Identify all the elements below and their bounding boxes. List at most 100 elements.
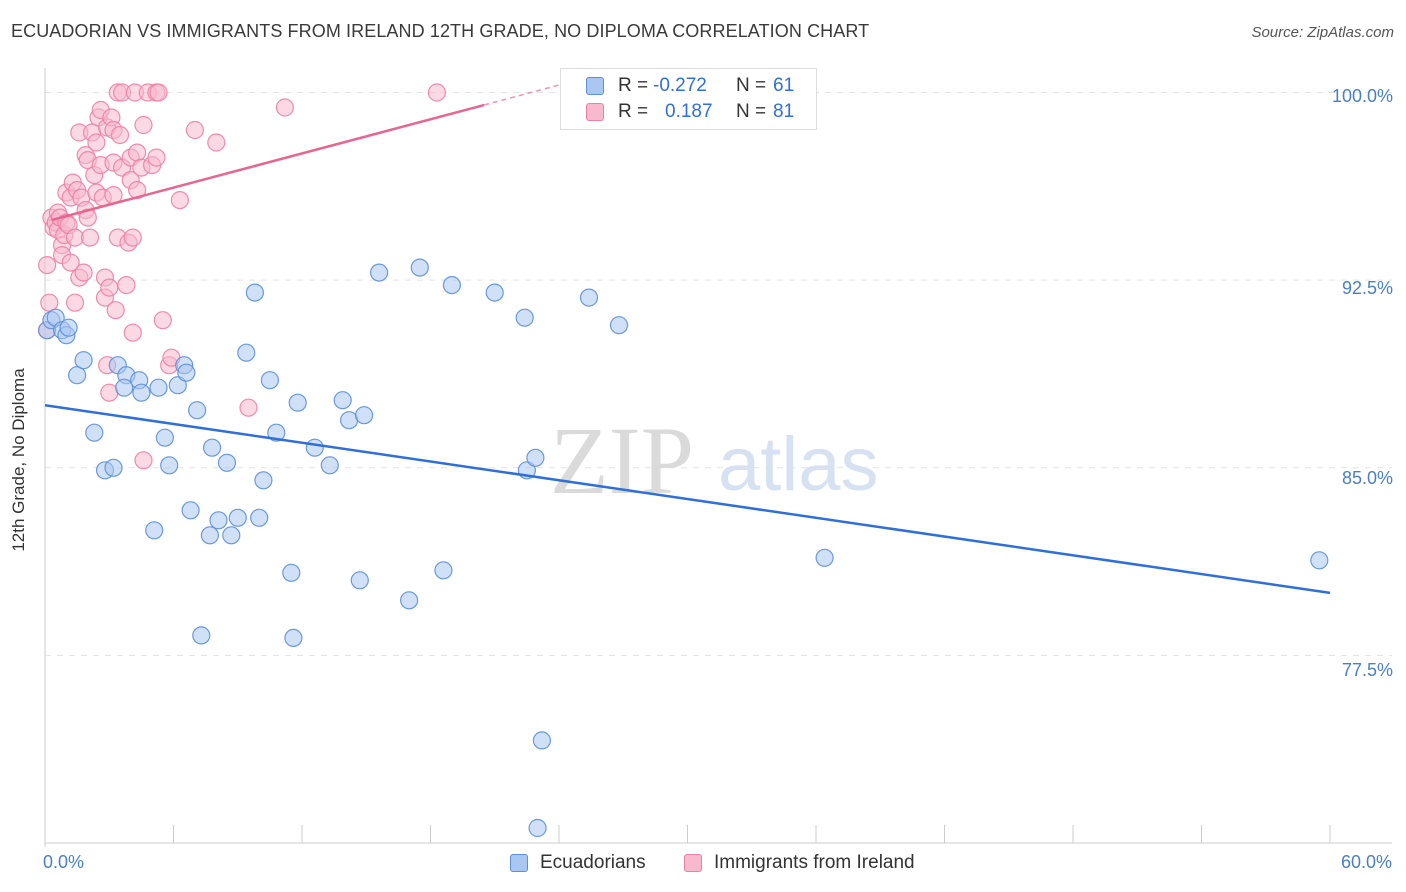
ecuadorian-point xyxy=(410,258,429,277)
y-tick-label: 100.0% xyxy=(1331,86,1393,106)
x-tick-label: 60.0% xyxy=(1340,852,1392,872)
ecuadorian-point xyxy=(579,288,599,307)
ecuadorian-point xyxy=(485,283,504,302)
ecuadorian-point xyxy=(67,366,87,385)
ecuadorian-point xyxy=(288,393,307,412)
ecuadorian-point xyxy=(155,428,174,447)
ireland-trend-extension xyxy=(483,84,560,106)
legend-r-label: R = xyxy=(618,75,649,96)
ireland-point xyxy=(123,323,142,342)
ecuadorian-point xyxy=(350,571,369,590)
ecuadorian-point xyxy=(532,731,552,750)
ireland-point xyxy=(65,293,85,312)
ecuadorian-point xyxy=(222,526,241,545)
ireland-point xyxy=(128,143,147,162)
ireland-point xyxy=(275,98,294,117)
ecuadorian-point xyxy=(260,371,279,390)
bottom-legend-swatch-pink xyxy=(684,854,702,872)
ireland-point xyxy=(100,278,119,297)
ecuadorian-point xyxy=(132,383,151,402)
ireland-point xyxy=(37,256,57,275)
ecuadorian-point xyxy=(333,391,352,410)
bottom-legend-label: Immigrants from Ireland xyxy=(714,852,915,873)
ireland-point xyxy=(123,228,142,247)
legend-r-value: 0.187 xyxy=(665,101,713,122)
ecuadorian-point xyxy=(370,263,389,282)
ireland-point xyxy=(134,451,153,470)
ecuadorian-point xyxy=(815,548,834,567)
ecuadorian-point xyxy=(1310,551,1329,570)
ireland-point xyxy=(61,253,80,272)
ireland-point xyxy=(239,398,258,417)
ecuadorian-point xyxy=(282,563,301,582)
y-tick-label: 92.5% xyxy=(1341,278,1393,298)
legend-r-label: R = xyxy=(618,101,649,122)
legend-swatch-pink xyxy=(586,103,604,121)
ecuadorian-point xyxy=(200,526,219,545)
ecuadorian-point xyxy=(209,511,228,530)
ecuadorian-point xyxy=(59,318,78,337)
ecuadorian-point xyxy=(188,401,207,420)
legend-r-value: -0.272 xyxy=(653,75,707,96)
ecuadorian-point xyxy=(177,363,196,382)
ecuadorian-point xyxy=(168,376,187,395)
legend-n-value: 81 xyxy=(773,101,795,122)
ecuadorian-point xyxy=(104,458,123,477)
ecuadorian-point xyxy=(609,316,629,335)
ecuadorian-point xyxy=(515,308,534,327)
ecuadorian-point xyxy=(203,438,222,457)
bottom-legend-label: Ecuadorians xyxy=(540,852,646,873)
legend-n-label: N = xyxy=(736,101,767,122)
ecuadorian-point xyxy=(145,521,164,540)
ecuadorian-point xyxy=(305,438,324,457)
ecuadorian-point xyxy=(528,818,547,838)
ireland-point xyxy=(207,133,226,152)
y-tick-label: 85.0% xyxy=(1341,468,1393,488)
ireland-point xyxy=(80,228,100,247)
y-tick-label: 77.5% xyxy=(1341,660,1393,680)
bottom-legend-swatch-blue xyxy=(510,854,528,872)
legend-n-value: 61 xyxy=(773,75,795,96)
ecuadorian-point xyxy=(115,378,134,397)
chart-title: ECUADORIAN VS IMMIGRANTS FROM IRELAND 12… xyxy=(11,21,870,41)
ireland-point xyxy=(147,148,166,167)
legend-swatch-blue xyxy=(586,77,604,95)
ecuadorian-point xyxy=(245,283,264,302)
ireland-point xyxy=(117,276,136,295)
ecuadorian-point xyxy=(254,471,273,490)
ecuadorian-point xyxy=(85,423,104,442)
ecuadorian-point xyxy=(355,406,374,425)
watermark: ZIP atlas xyxy=(550,407,879,514)
ireland-point xyxy=(170,191,189,210)
ecuadorian-point xyxy=(149,378,168,397)
ecuadorian-point xyxy=(284,628,303,648)
legend-n-label: N = xyxy=(736,75,767,96)
ireland-point xyxy=(427,83,446,102)
ecuadorian-point xyxy=(320,456,339,475)
x-tick-label: 0.0% xyxy=(43,852,85,872)
ecuadorian-point xyxy=(526,448,545,467)
ecuadorian-point xyxy=(237,343,256,362)
ecuadorian-trend-line xyxy=(44,403,1331,595)
y-axis-label: 12th Grade, No Diploma xyxy=(9,368,28,552)
source-label: Source: ZipAtlas.com xyxy=(1251,24,1394,41)
ireland-point xyxy=(149,83,168,102)
grid-lines xyxy=(45,92,1392,656)
ecuadorian-point xyxy=(192,626,211,645)
data-points xyxy=(37,83,1329,838)
ireland-point xyxy=(87,133,106,152)
ecuadorian-point xyxy=(250,508,269,527)
ecuadorian-point xyxy=(442,276,461,295)
axes xyxy=(44,68,1392,847)
ireland-point xyxy=(106,301,125,320)
ireland-point xyxy=(40,293,59,312)
ecuadorian-point xyxy=(160,456,179,475)
ireland-point xyxy=(78,208,97,227)
watermark-atlas: atlas xyxy=(718,422,879,507)
ecuadorian-point xyxy=(228,508,247,527)
ireland-point xyxy=(110,125,130,145)
ecuadorian-point xyxy=(181,501,200,520)
ireland-point xyxy=(185,120,204,140)
ireland-point xyxy=(153,311,172,330)
